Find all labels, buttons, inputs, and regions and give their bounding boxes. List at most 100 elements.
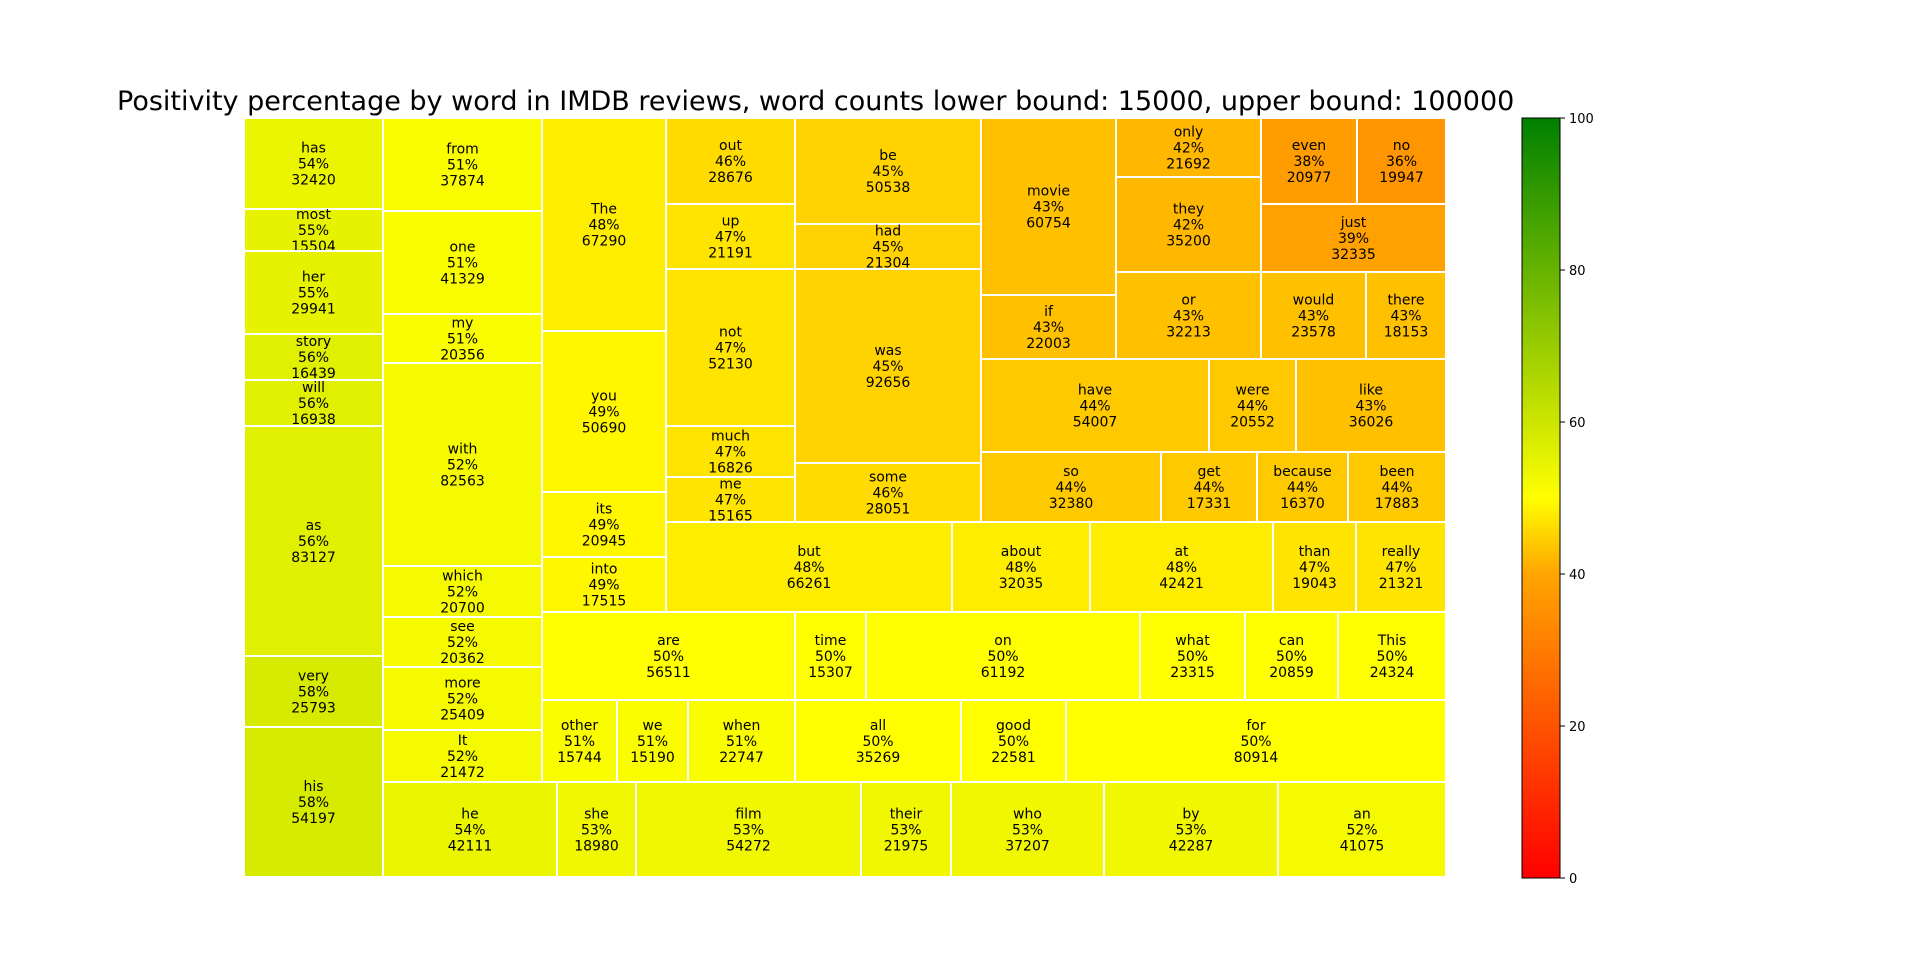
cell-pct-label: 43% <box>1298 309 1329 325</box>
cell-count-label: 54197 <box>291 811 336 827</box>
cell-pct-label: 51% <box>637 734 668 750</box>
cell-count-label: 60754 <box>1026 216 1071 232</box>
cell-word-label: they <box>1173 202 1204 218</box>
cell-word-label: some <box>869 470 907 486</box>
cell-pct-label: 36% <box>1386 154 1417 170</box>
colorbar-ticks: 0 20 40 60 80 100 <box>1560 112 1594 887</box>
treemap-rect <box>1347 451 1447 523</box>
colorbar-tick-label: 0 <box>1569 872 1577 887</box>
cell-count-label: 17331 <box>1187 496 1232 512</box>
cell-pct-label: 51% <box>447 256 478 272</box>
cell-word-label: This <box>1377 633 1407 649</box>
cell-word-label: was <box>874 343 901 359</box>
treemap-rect <box>243 208 384 252</box>
cell-word-label: has <box>301 141 326 157</box>
cell-pct-label: 51% <box>447 332 478 348</box>
cell-pct-label: 50% <box>1177 649 1208 665</box>
cell-word-label: she <box>584 807 609 823</box>
cell-count-label: 29941 <box>291 302 336 318</box>
cell-word-label: be <box>879 148 897 164</box>
treemap-rect <box>794 611 867 701</box>
cell-pct-label: 58% <box>298 685 329 701</box>
treemap-rect <box>541 117 667 332</box>
cell-pct-label: 44% <box>1055 480 1086 496</box>
cell-count-label: 28676 <box>708 170 753 186</box>
cell-word-label: you <box>591 389 617 405</box>
cell-count-label: 22003 <box>1026 336 1071 352</box>
cell-word-label: his <box>303 779 323 795</box>
cell-pct-label: 43% <box>1390 309 1421 325</box>
cell-pct-label: 56% <box>298 396 329 412</box>
cell-count-label: 22581 <box>991 750 1036 766</box>
cell-count-label: 16370 <box>1280 496 1325 512</box>
cell-word-label: an <box>1353 807 1370 823</box>
cell-pct-label: 43% <box>1033 320 1064 336</box>
cell-pct-label: 50% <box>987 649 1018 665</box>
cell-word-label: there <box>1387 293 1424 309</box>
cell-word-label: no <box>1393 138 1410 154</box>
cell-count-label: 41075 <box>1340 839 1385 855</box>
colorbar-tick-label: 40 <box>1569 568 1586 583</box>
cell-word-label: into <box>591 562 618 578</box>
cell-word-label: other <box>561 718 599 734</box>
cell-count-label: 21975 <box>884 839 929 855</box>
cell-count-label: 17883 <box>1375 496 1420 512</box>
cell-pct-label: 48% <box>1005 560 1036 576</box>
treemap-rect <box>243 425 384 657</box>
cell-word-label: get <box>1198 464 1222 480</box>
cell-pct-label: 58% <box>298 795 329 811</box>
cell-pct-label: 49% <box>588 578 619 594</box>
cell-pct-label: 56% <box>298 534 329 550</box>
cell-count-label: 32335 <box>1331 247 1376 263</box>
cell-word-label: its <box>596 502 613 518</box>
treemap-rect <box>950 781 1105 878</box>
colorbar-tick-label: 80 <box>1569 264 1586 279</box>
cell-count-label: 56511 <box>646 665 691 681</box>
cell-count-label: 17515 <box>582 594 627 610</box>
cell-word-label: by <box>1182 807 1199 823</box>
treemap-rect <box>860 781 952 878</box>
cell-word-label: we <box>642 718 662 734</box>
cell-word-label: had <box>875 224 901 240</box>
cell-word-label: her <box>302 270 325 286</box>
treemap-rect <box>635 781 862 878</box>
treemap-rect <box>1272 521 1357 613</box>
cell-count-label: 15744 <box>557 750 602 766</box>
cell-pct-label: 42% <box>1173 218 1204 234</box>
cell-count-label: 18980 <box>574 839 619 855</box>
cell-pct-label: 39% <box>1338 231 1369 247</box>
cell-word-label: time <box>815 633 847 649</box>
treemap-rect <box>541 611 796 701</box>
cell-count-label: 21304 <box>866 256 911 272</box>
treemap-cells: has54%32420most55%15504her55%29941story5… <box>243 117 1447 878</box>
cell-count-label: 41329 <box>440 272 485 288</box>
cell-pct-label: 50% <box>1276 649 1307 665</box>
cell-pct-label: 50% <box>1240 734 1271 750</box>
cell-pct-label: 45% <box>872 164 903 180</box>
treemap-rect <box>665 117 796 205</box>
cell-count-label: 20945 <box>582 534 627 550</box>
cell-word-label: much <box>711 429 750 445</box>
cell-word-label: see <box>450 619 475 635</box>
treemap-rect <box>1065 699 1447 783</box>
treemap-rect <box>687 699 796 783</box>
